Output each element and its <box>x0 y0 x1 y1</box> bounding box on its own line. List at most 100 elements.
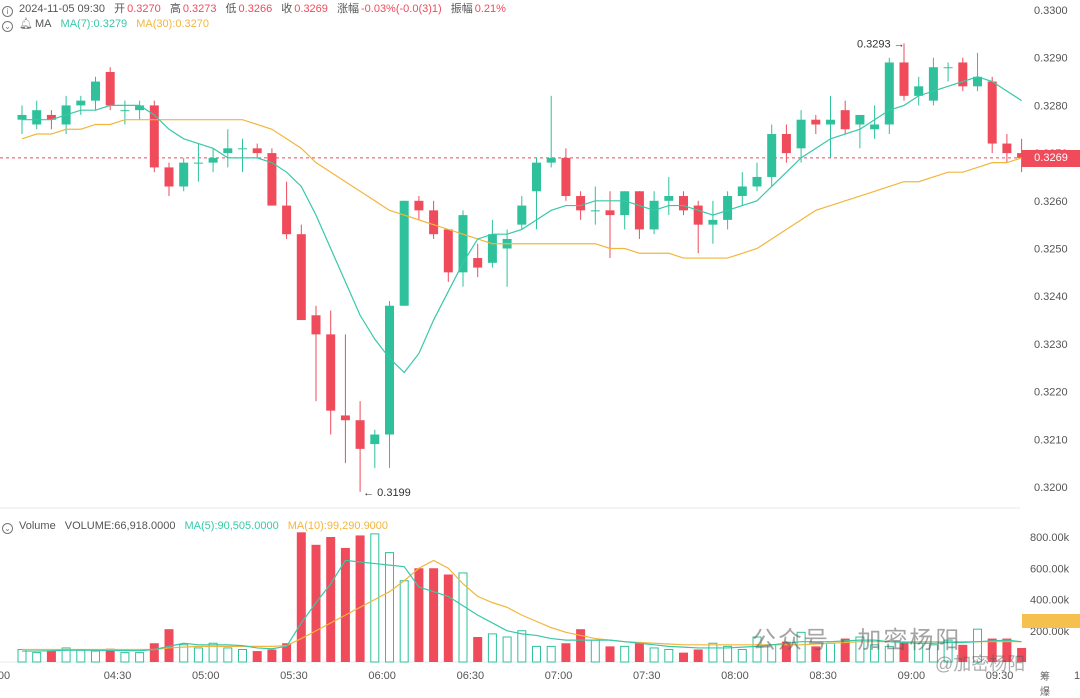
volume-bar <box>840 638 850 662</box>
time-axis-tick: 10:00 <box>1074 670 1080 681</box>
candle-body <box>120 110 130 112</box>
watermark: 公众号 · 加密杨阳 <box>752 627 962 654</box>
candle-body <box>973 76 982 87</box>
volume-value: VOLUME:66,918.0000 <box>64 520 176 532</box>
low-annotation: ← 0.3199 <box>363 487 411 499</box>
volume-bar <box>91 650 100 663</box>
candle-body <box>855 114 865 125</box>
volume-bar <box>61 647 71 663</box>
ma30-line <box>21 119 1022 259</box>
volume-bar <box>899 641 909 662</box>
candle-body <box>796 119 806 149</box>
close-label: 收 <box>281 3 293 15</box>
time-axis-tick: 08:30 <box>809 670 837 681</box>
candle-body <box>399 200 409 306</box>
volume-bar <box>781 641 791 662</box>
volume-ma5-line <box>22 559 1022 652</box>
candle-body <box>193 162 203 164</box>
price-axis-tick: 0.3250 <box>1034 244 1068 256</box>
volume-bar <box>252 651 262 662</box>
price-axis-tick: 0.3200 <box>1034 482 1068 494</box>
volume-bar <box>693 649 703 662</box>
volume-bar <box>634 643 644 662</box>
volume-bar <box>1017 647 1027 662</box>
amplitude-label: 振幅 <box>450 3 473 15</box>
volume-legend: ⌄ Volume VOLUME:66,918.0000 MA(5):90,505.… <box>2 519 394 534</box>
candle-body <box>135 105 145 111</box>
time-axis-tick: 00 <box>0 670 10 681</box>
high-value: 0.3273 <box>182 3 217 15</box>
candle-body <box>1002 143 1012 154</box>
volume-bar <box>238 649 247 663</box>
volume-bar <box>326 537 336 662</box>
close-value: 0.3269 <box>294 3 328 15</box>
candle-body <box>708 219 718 225</box>
info-icon[interactable]: i <box>2 6 13 17</box>
volume-bar <box>561 643 571 662</box>
chevron-down-icon[interactable]: ⌄ <box>2 523 13 534</box>
ma7-line <box>22 76 1022 374</box>
candle-body <box>252 148 262 154</box>
candle-body <box>899 62 909 96</box>
time-axis-tick: 07:00 <box>545 670 573 681</box>
ohlc-header: i 2024-11-05 09:30 开 0.3270 高 0.3273 低 0.326… <box>2 2 512 17</box>
ma-legend: ⌄ 🔔︎ MA MA(7):0.3279 MA(30):0.3270 <box>2 17 215 32</box>
open-label: 开 <box>114 3 126 15</box>
volume-bar <box>32 652 42 663</box>
candle-body <box>532 162 541 192</box>
chevron-down-icon[interactable]: ⌄ <box>2 21 13 32</box>
candle-body <box>17 114 27 120</box>
volume-bar <box>811 646 821 662</box>
price-axis-tick: 0.3240 <box>1034 291 1068 303</box>
volume-bar <box>414 568 424 662</box>
volume-bar <box>987 638 997 662</box>
high-annotation: 0.3293 → <box>857 38 905 50</box>
candle-body <box>223 148 233 154</box>
volume-ma10: MA(10):99,290.9000 <box>287 520 389 532</box>
candle-body <box>32 110 42 125</box>
candle-body <box>473 258 483 268</box>
candle-body <box>179 162 189 187</box>
bell-icon[interactable]: 🔔︎ <box>19 18 33 30</box>
volume-axis-tick: 400.00k <box>1030 595 1070 607</box>
volume-bar <box>223 647 233 663</box>
volume-bar <box>458 572 468 663</box>
time-axis-tick: 06:00 <box>368 670 396 681</box>
side-label[interactable]: 筹 爆 <box>1040 672 1058 698</box>
candle-body <box>928 67 938 101</box>
candle-body <box>76 100 86 106</box>
volume-bar <box>46 651 56 662</box>
volume-bar <box>120 652 130 663</box>
low-value: 0.3266 <box>238 3 273 15</box>
volume-bar <box>76 649 86 663</box>
volume-bar <box>708 642 718 663</box>
candle-body <box>458 215 468 273</box>
volume-axis-tick: 800.00k <box>1030 532 1070 544</box>
volume-title: Volume <box>19 520 56 532</box>
current-price-tag: 0.3269 <box>1022 150 1080 167</box>
volume-bar <box>135 652 145 663</box>
candle-body <box>267 153 277 206</box>
candle-body <box>826 119 835 125</box>
volume-bar <box>193 647 203 663</box>
volume-bar <box>928 644 938 663</box>
candle-body <box>443 229 453 273</box>
volume-bar <box>105 648 115 662</box>
side-tab[interactable] <box>1022 614 1080 628</box>
volume-bar <box>164 629 174 662</box>
volume-axis-tick: 200.00k <box>1030 626 1070 638</box>
price-axis-tick: 0.3210 <box>1034 434 1068 446</box>
candle-body <box>649 200 659 230</box>
volume-bar <box>429 568 439 662</box>
candle-body <box>429 210 439 235</box>
price-chart[interactable]: 0.3300 0.3290 0.3280 0.3270 0.3260 0.3250 0.32… <box>0 0 1080 681</box>
volume-bar <box>385 552 394 663</box>
time-axis-tick: 05:00 <box>192 670 220 681</box>
candle-body <box>487 234 497 263</box>
candle-body <box>693 205 703 225</box>
change-label: 涨幅 <box>336 3 359 15</box>
candle-body <box>46 114 56 120</box>
candle-body <box>326 334 336 411</box>
candle-body <box>576 196 586 211</box>
